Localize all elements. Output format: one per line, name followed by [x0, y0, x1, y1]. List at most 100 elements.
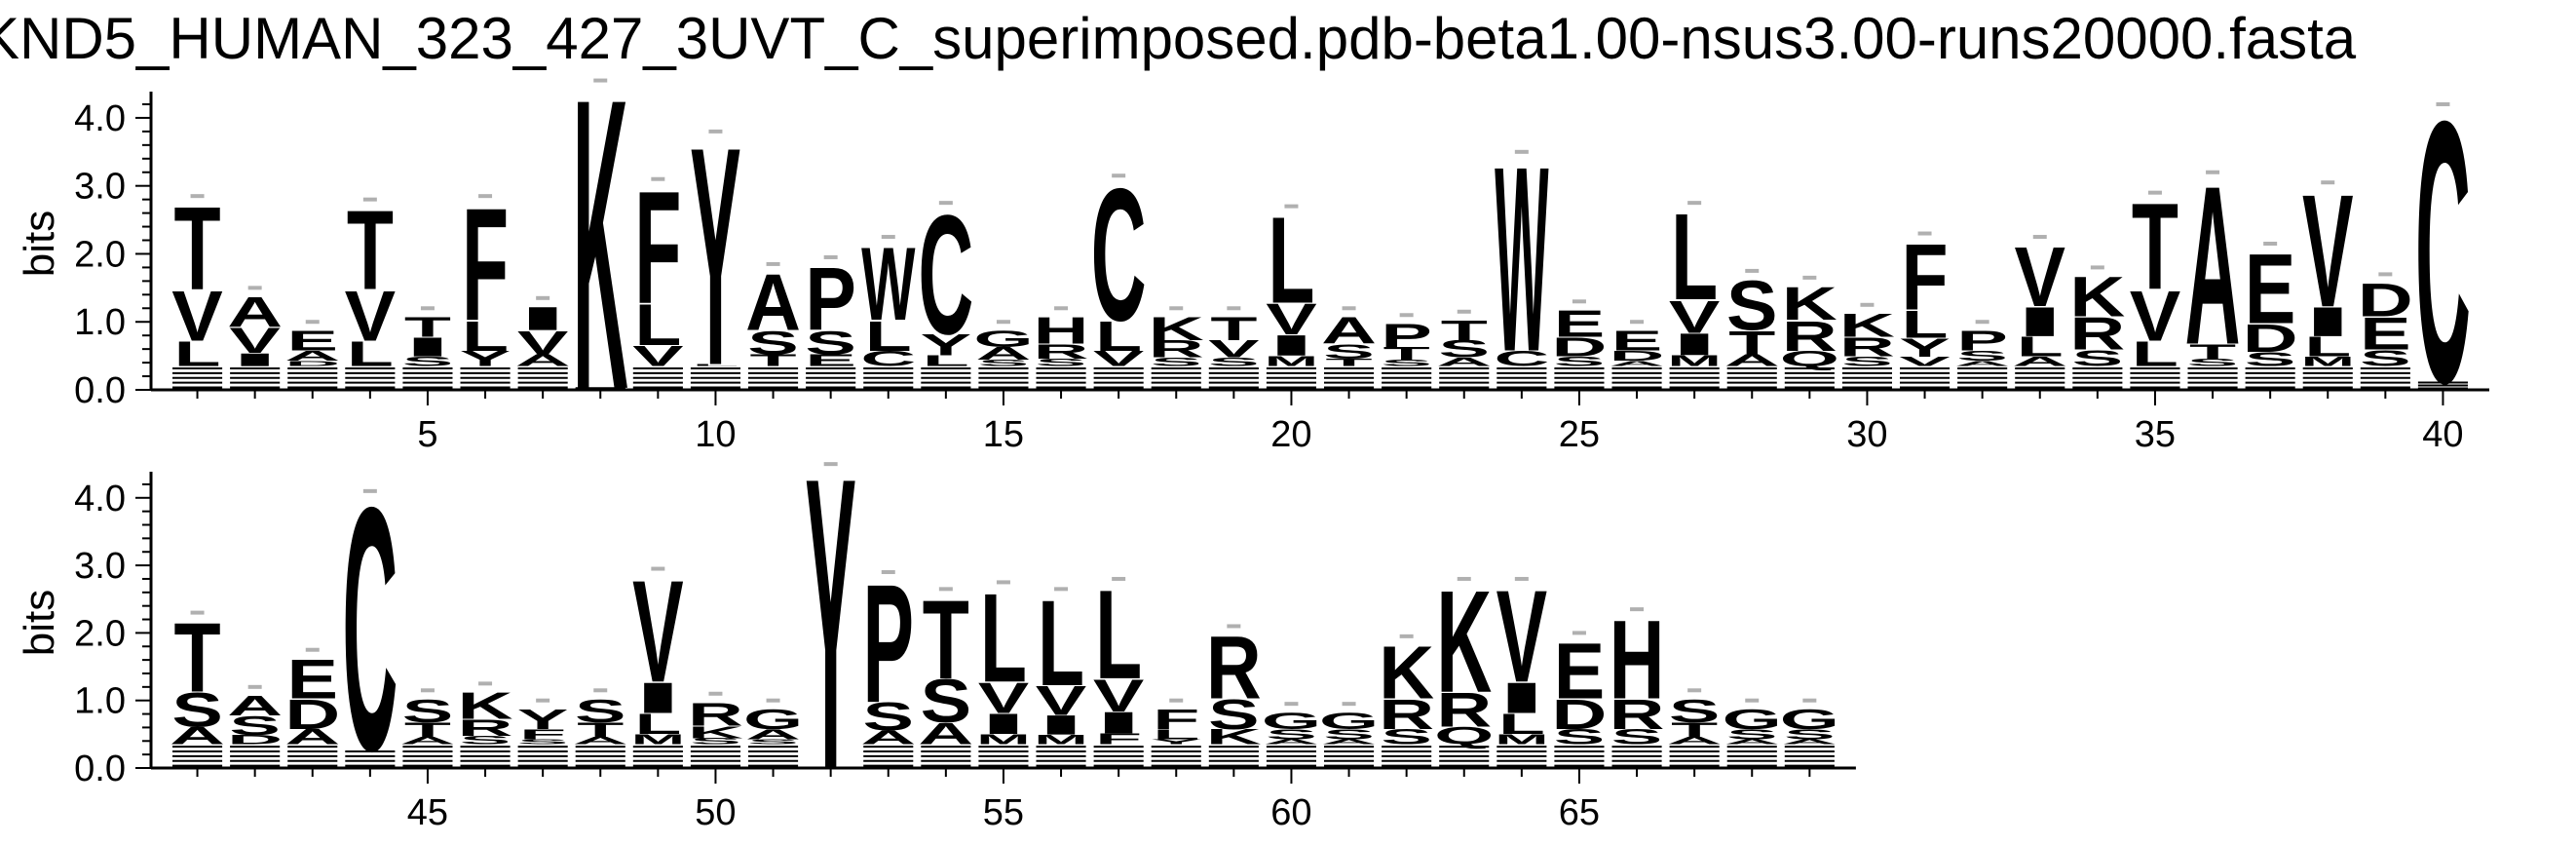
residue-Y: Y — [921, 327, 972, 362]
logo-column-48 — [575, 688, 625, 767]
residue-T: T — [404, 718, 451, 742]
residue-W-top: W — [1495, 110, 1549, 406]
residue-A: A — [745, 726, 801, 742]
residue-S: S — [1151, 355, 1201, 368]
residue-S: S — [747, 738, 798, 746]
y-tick-label: 1.0 — [74, 681, 126, 722]
residue-P-top: P — [805, 250, 856, 350]
residue-R: R — [1436, 682, 1492, 737]
residue-L: L — [634, 292, 681, 358]
logo-column-26 — [1611, 320, 1662, 389]
y-tick-label: 2.0 — [74, 234, 126, 275]
residue-A: A — [1954, 360, 2010, 367]
residue-V: V — [978, 673, 1030, 722]
y-tick-label: 3.0 — [74, 546, 126, 587]
x-tick-label: 65 — [1559, 792, 1600, 833]
residue-S: S — [1726, 726, 1777, 742]
residue-Y: Y — [460, 347, 511, 370]
logo-column-1 — [172, 194, 223, 389]
residue-A: A — [284, 348, 340, 365]
residue-V: V — [1266, 294, 1317, 344]
residue-A: A — [1610, 360, 1665, 367]
logo-column-66 — [1611, 607, 1662, 767]
residue-K-top: K — [2069, 265, 2125, 329]
residue-A: A — [918, 716, 973, 750]
x-tick-label: 50 — [695, 792, 736, 833]
residue-S: S — [171, 682, 222, 737]
logo-column-37 — [2245, 242, 2295, 389]
logo-column-10 — [690, 129, 740, 389]
residue-Q: Q — [1434, 722, 1494, 749]
residue-G-top: G — [1262, 708, 1321, 734]
residue-S: S — [1208, 691, 1259, 739]
logo-column-6 — [460, 194, 511, 389]
residue-V: V — [2130, 277, 2181, 357]
residue-A: A — [1264, 738, 1319, 746]
residue-I: I — [1035, 710, 1088, 741]
residue-V: V — [1093, 347, 1145, 370]
residue-T: T — [577, 718, 624, 742]
x-tick-label: 20 — [1270, 414, 1311, 455]
logo-column-56 — [1036, 587, 1086, 767]
residue-E-top: E — [1554, 627, 1605, 716]
residue-D-top: D — [2358, 274, 2413, 326]
residue-A-top: A — [2185, 138, 2241, 392]
residue-L: L — [692, 364, 739, 366]
residue-K: K — [688, 722, 743, 742]
residue-I: I — [2301, 299, 2355, 346]
residue-S: S — [1381, 358, 1432, 367]
residue-R-top: R — [1206, 619, 1262, 718]
y-axis-title: bits — [16, 211, 63, 277]
residue-S-top: S — [402, 692, 453, 729]
residue-V-top: V — [1496, 563, 1547, 710]
residue-M: M — [1667, 352, 1721, 369]
residue-A: A — [170, 722, 225, 749]
residue-I: I — [1496, 673, 1549, 722]
residue-S: S — [1611, 725, 1663, 749]
residue-T-top: T — [404, 311, 451, 343]
residue-K-top: K — [573, 11, 628, 476]
residue-V: V — [345, 277, 397, 357]
residue-F-top: F — [634, 159, 681, 338]
residue-S: S — [863, 695, 914, 739]
logo-column-9 — [632, 176, 683, 389]
logo-column-40 — [2417, 101, 2468, 390]
logo-column-36 — [2187, 170, 2238, 389]
residue-F-top: F — [1902, 224, 1949, 330]
logo-column-58 — [1151, 698, 1201, 767]
residue-R: R — [1149, 336, 1204, 363]
x-tick-label: 45 — [407, 792, 448, 833]
residue-I: I — [1265, 329, 1318, 363]
residue-K-top: K — [1436, 561, 1492, 723]
residue-C-top: C — [1091, 150, 1147, 361]
residue-S: S — [2245, 349, 2296, 371]
logo-column-29 — [1784, 275, 1835, 389]
residue-S: S — [1036, 357, 1087, 368]
x-tick-label: 15 — [983, 414, 1024, 455]
x-tick-label: 35 — [2135, 414, 2176, 455]
residue-A-top: A — [1321, 310, 1377, 352]
residue-L: L — [174, 333, 221, 373]
residue-T: T — [2189, 340, 2236, 364]
x-tick-label: 60 — [1270, 792, 1311, 833]
residue-A: A — [1724, 738, 1780, 746]
logo-column-27 — [1669, 201, 1720, 389]
residue-A: A — [2012, 354, 2067, 369]
residue-I: I — [401, 331, 455, 362]
residue-D: D — [2243, 317, 2298, 361]
residue-K-top: K — [1379, 632, 1434, 714]
residue-D: D — [284, 360, 340, 367]
residue-A-top: A — [227, 690, 283, 722]
residue-Y-top: Y — [805, 391, 856, 845]
logo-column-28 — [1726, 268, 1777, 389]
residue-L-top: L — [1268, 193, 1314, 329]
residue-A: A — [976, 344, 1032, 364]
residue-T-top: T — [2132, 179, 2178, 316]
residue-K-top: K — [1149, 310, 1204, 347]
residue-S-top: S — [575, 692, 625, 729]
residue-I: I — [2013, 299, 2066, 346]
residue-S: S — [1323, 726, 1374, 742]
residue-A-top: A — [745, 258, 801, 348]
residue-I: I — [977, 708, 1031, 740]
